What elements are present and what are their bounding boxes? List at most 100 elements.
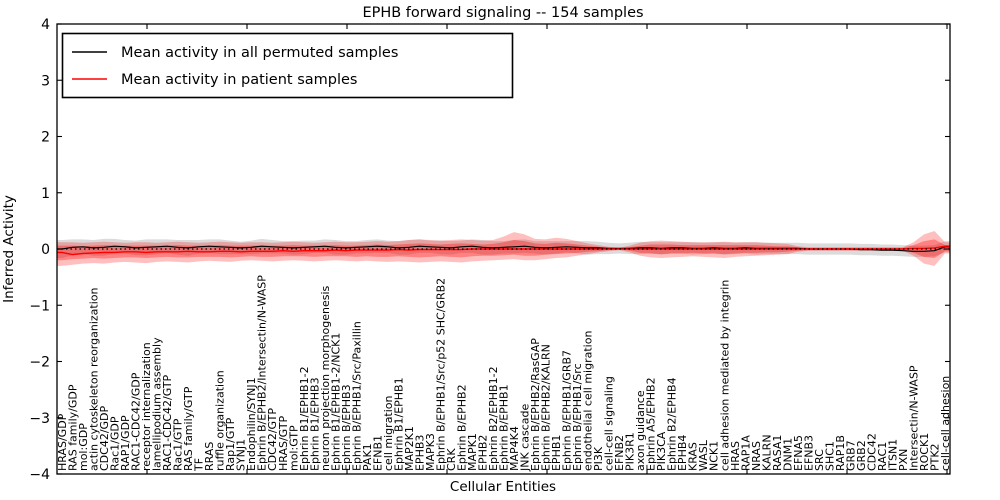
- x-tick-label: neuron projection morphogenesis: [319, 285, 332, 471]
- x-tick-label: Ephrin B/EPHB1/Src/p52 SHC/GRB2: [434, 278, 447, 471]
- y-tick-label: 1: [41, 186, 50, 202]
- x-tick-label: Ephrin B2/EPHB4: [666, 377, 679, 471]
- x-tick-label: GRB7: [844, 440, 857, 471]
- x-tick-label: Rac1/GDP: [109, 416, 122, 471]
- x-tick-label: cell adhesion mediated by integrin: [718, 280, 731, 471]
- x-tick-label: RAC1: [876, 442, 889, 471]
- chart-title: EPHB forward signaling -- 154 samples: [362, 5, 643, 21]
- x-tick-label: HRAS: [729, 441, 742, 471]
- x-tick-label: EPHB2: [476, 435, 489, 471]
- x-tick-label: MAPK3: [424, 433, 437, 471]
- legend: Mean activity in all permuted samples Me…: [61, 32, 514, 99]
- x-tick-label: KRAS: [687, 442, 700, 471]
- x-tick-label: EPHB1: [550, 435, 563, 471]
- x-tick-label: ITSN1: [886, 439, 899, 471]
- x-tick-label: RAP1B: [834, 435, 847, 471]
- x-tick-label: GRB2: [855, 440, 868, 471]
- y-tick-label: 0: [41, 242, 50, 258]
- x-tick-label: RAP1/GDP: [119, 415, 132, 471]
- series-lines: [57, 245, 950, 256]
- x-tick-label: Ephrin B1/EPHB1-2/NCK1: [329, 333, 342, 471]
- y-axis-title: Inferred Activity: [1, 195, 17, 303]
- x-tick-label: Rac1/GTP: [172, 418, 185, 471]
- x-tick-label: Endophilin/SYNJ1: [245, 377, 258, 471]
- x-tick-label: Ephrin B/EPHB2/KALRN: [540, 344, 553, 471]
- band-patient-samples-inner-spread: [57, 239, 950, 261]
- x-tick-label: CDC42/GDP: [98, 405, 111, 471]
- x-tick-label: Ephrin B2/EPHB1-2: [487, 366, 500, 471]
- x-tick-label: endothelial cell migration: [582, 331, 595, 471]
- x-tick-label: Ephrin A5/EPHB2: [645, 377, 658, 471]
- x-tick-label: RAS family/GDP: [67, 384, 80, 471]
- x-tick-label: RAS family/GTP: [182, 386, 195, 471]
- x-tick-label: EPHB3: [413, 435, 426, 471]
- x-tick-label: EFNB2: [613, 435, 626, 471]
- x-tick-label: ROCK1: [918, 433, 931, 471]
- y-tick-label: −3: [29, 411, 50, 427]
- x-tick-label: Ephrin B/EPHB1/Src: [571, 363, 584, 471]
- x-tick-label: EFNB1: [371, 435, 384, 471]
- x-tick-label: Ephrin B1/EPHB1-2: [298, 366, 311, 471]
- x-tick-label: cell-cell adhesion: [939, 376, 952, 471]
- legend-box: [61, 32, 514, 99]
- x-tick-label: PIK3CA: [655, 431, 668, 471]
- x-tick-label: mol:GTP: [287, 425, 300, 471]
- x-tick-label: NRAS: [750, 441, 763, 471]
- x-tick-label: axon guidance: [634, 390, 647, 471]
- x-tick-label: lamellipodium assembly: [151, 337, 164, 471]
- x-tick-label: EPHB4: [676, 435, 689, 471]
- x-tick-label: RRAS: [203, 442, 216, 471]
- x-tick-label: CRK: [445, 448, 458, 471]
- y-tick-label: 3: [41, 73, 50, 89]
- y-tick-label: 2: [41, 130, 50, 146]
- x-tick-label: PIK3R1: [624, 432, 637, 471]
- x-tick-label: PI3K: [592, 446, 605, 471]
- x-tick-label: Ephrin B/EPHB3: [340, 384, 353, 471]
- plot-frame-and-ticks: [56, 23, 951, 475]
- x-tick-label: HRAS/GTP: [277, 415, 290, 471]
- legend-label-patient: Mean activity in patient samples: [121, 72, 357, 88]
- x-tick-label: Ephrin B/EPHB2: [455, 384, 468, 471]
- x-tick-label: ruffle organization: [214, 370, 227, 471]
- x-tick-label: Ephrin B/EPHB1/Src/Paxillin: [350, 321, 363, 471]
- y-tick-label: −4: [29, 467, 50, 483]
- x-tick-label: Ephrin B/EPHB1/GRB7: [561, 350, 574, 471]
- x-tick-label: PTK2: [928, 443, 941, 471]
- x-tick-label: PAK1: [361, 443, 374, 471]
- x-tick-label: mol:GDP: [77, 423, 90, 471]
- x-tick-label: actin cytoskeleton reorganization: [88, 287, 101, 471]
- x-tick-label: Intersectin/N-WASP: [907, 365, 920, 471]
- x-tick-label: RASA1: [771, 435, 784, 471]
- x-tick-label: RAC1-CDC42/GDP: [130, 372, 143, 471]
- x-tick-label: SHC1: [823, 441, 836, 471]
- x-tick-label: KALRN: [760, 434, 773, 471]
- x-tick-label: TF: [193, 458, 206, 472]
- x-tick-label: EFNB3: [802, 435, 815, 471]
- legend-label-permuted: Mean activity in all permuted samples: [121, 45, 398, 61]
- x-axis-title: Cellular Entities: [450, 479, 556, 495]
- x-tick-label: CDC42: [865, 433, 878, 471]
- x-tick-label: Ephrin B/EPHB2/Intersectin/N-WASP: [256, 275, 269, 471]
- x-tick-label: MAP4K4: [508, 426, 521, 471]
- x-tick-label: EFNA5: [792, 435, 805, 471]
- x-tick-label: DNM1: [781, 438, 794, 471]
- x-tick-label: WASL: [697, 439, 710, 471]
- x-tick-label: receptor internalization: [140, 342, 153, 471]
- x-tick-label: Ephrin B/EPHB1: [498, 384, 511, 471]
- x-tick-label: CDC42/GTP: [266, 408, 279, 471]
- x-tick-label: Ephrin B1/EPHB3: [308, 377, 321, 471]
- x-tick-label: cell migration: [382, 395, 395, 471]
- x-tick-label: Rap1/GTP: [224, 417, 237, 471]
- y-tick-label: −1: [29, 298, 50, 314]
- x-tick-label: SYNJ1: [235, 439, 248, 471]
- x-tick-label: JNK cascade: [519, 404, 532, 472]
- y-axis-tick-labels: 4 3 2 1 0 −1 −2 −3 −4: [29, 17, 50, 483]
- x-tick-label: NCK1: [708, 441, 721, 471]
- y-tick-label: −2: [29, 355, 50, 371]
- x-tick-label: cell-cell signaling: [603, 376, 616, 471]
- x-tick-label: PXN: [897, 449, 910, 471]
- x-tick-label: Ephrin B1/EPHB1: [392, 377, 405, 471]
- x-tick-label: SRC: [813, 449, 826, 471]
